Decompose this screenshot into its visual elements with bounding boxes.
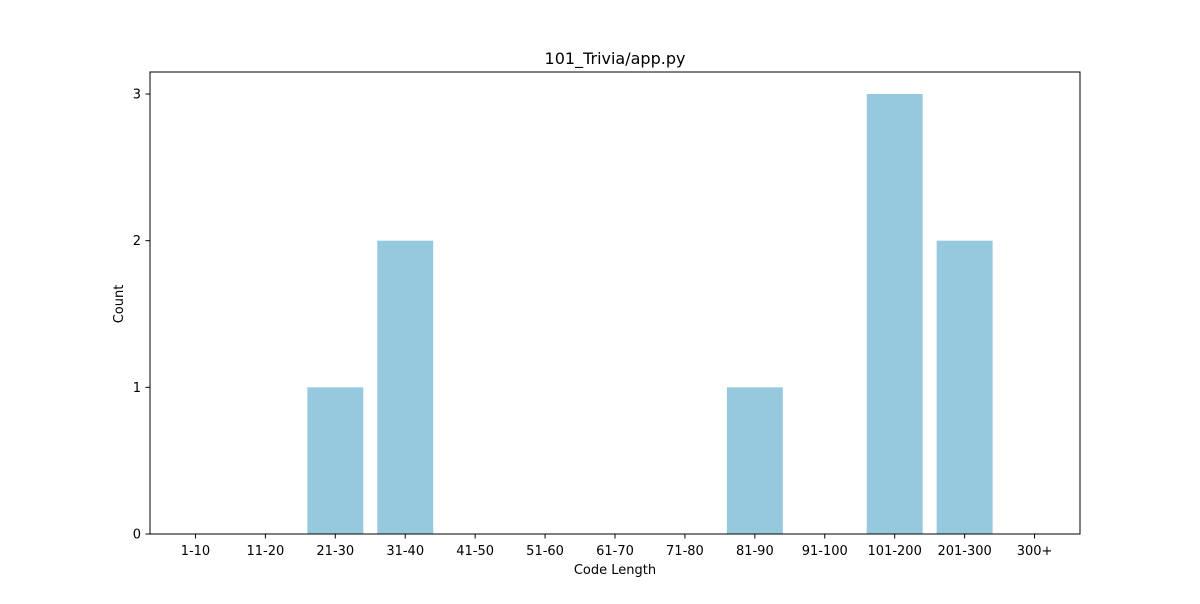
x-tick-label: 11-20 — [246, 544, 284, 559]
y-tick-label: 0 — [133, 528, 141, 543]
x-tick-label: 71-80 — [666, 544, 704, 559]
x-tick-label: 31-40 — [386, 544, 424, 559]
x-axis: 1-10 11-20 21-30 31-40 41-50 51-60 61-70 71-80 8… — [181, 534, 1053, 559]
bar-101-200 — [867, 94, 923, 534]
y-tick-label: 3 — [133, 88, 141, 103]
x-tick-label: 201-300 — [937, 544, 991, 559]
y-tick-label: 2 — [133, 234, 141, 249]
chart-title: 101_Trivia/app.py — [545, 49, 686, 69]
x-tick-label: 41-50 — [456, 544, 494, 559]
x-axis-title: Code Length — [574, 563, 656, 578]
y-tick-label: 1 — [133, 381, 141, 396]
x-tick-label: 1-10 — [181, 544, 211, 559]
x-tick-label: 300+ — [1017, 544, 1053, 559]
x-tick-label: 91-100 — [802, 544, 848, 559]
bar-81-90 — [727, 387, 783, 534]
x-tick-label: 51-60 — [526, 544, 564, 559]
x-tick-label: 81-90 — [736, 544, 774, 559]
x-tick-label: 21-30 — [316, 544, 354, 559]
bar-21-30 — [307, 387, 363, 534]
y-axis-title: Count — [112, 285, 127, 324]
x-tick-label: 61-70 — [596, 544, 634, 559]
bar-201-300 — [937, 241, 993, 534]
y-axis: 0 1 2 3 — [133, 88, 150, 543]
bar-31-40 — [377, 241, 433, 534]
x-tick-label: 101-200 — [868, 544, 922, 559]
bars-layer — [307, 94, 992, 534]
